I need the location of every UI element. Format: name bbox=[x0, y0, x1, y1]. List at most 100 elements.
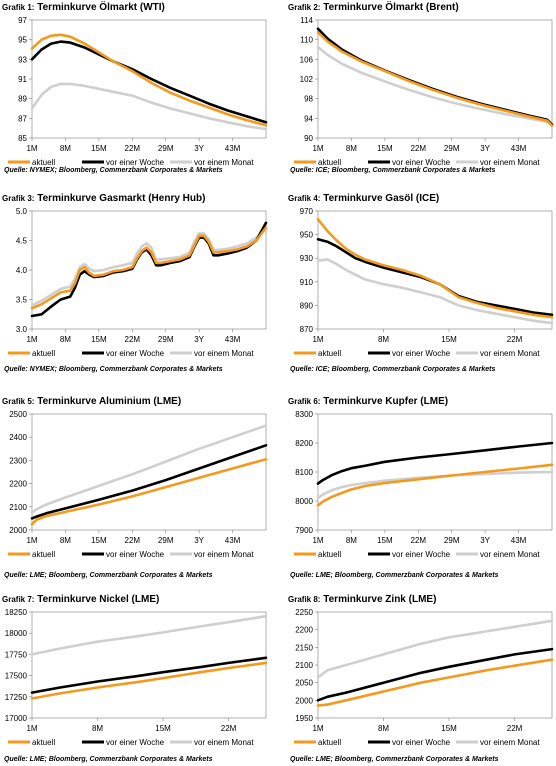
chart-title-text: Terminkurve Aluminium (LME) bbox=[37, 396, 182, 407]
series-line-aktuell bbox=[30, 226, 268, 310]
y-tick-label: 95 bbox=[18, 36, 27, 45]
legend-label: aktuell bbox=[32, 349, 55, 358]
x-tick-label: 3Y bbox=[480, 536, 490, 545]
x-tick-label: 15M bbox=[91, 335, 107, 344]
chart-title: Grafik 3: Terminkurve Gasmarkt (Henry Hu… bbox=[2, 193, 205, 204]
y-tick-label: 18250 bbox=[5, 608, 28, 617]
x-tick-label: 43M bbox=[225, 536, 241, 545]
x-tick-label: 8M bbox=[346, 144, 357, 153]
y-tick-label: 2100 bbox=[9, 503, 27, 512]
legend-label: vor einem Monat bbox=[480, 349, 540, 358]
plot-frame bbox=[317, 19, 553, 139]
series-line-woche bbox=[30, 221, 268, 318]
chart-7: 17000 17250 17500 17750 18000 18250 1M 8M 15M 22M… bbox=[5, 608, 268, 747]
x-tick-label: 3Y bbox=[480, 144, 490, 153]
x-tick-label: 29M bbox=[158, 144, 174, 153]
legend-label: aktuell bbox=[318, 349, 341, 358]
chart-source: Quelle: LME; Bloomberg, Commerzbank Corp… bbox=[4, 572, 213, 579]
chart-number: Grafik 2: bbox=[288, 3, 321, 12]
y-tick-label: 94 bbox=[304, 114, 313, 123]
chart-source: Quelle: NYMEX; Bloomberg, Commerzbank Co… bbox=[4, 366, 223, 373]
legend-label: vor einem Monat bbox=[194, 158, 254, 167]
chart-title: Grafik 1: Terminkurve Ölmarkt (WTI) bbox=[2, 2, 165, 13]
x-tick-label: 8M bbox=[60, 144, 71, 153]
chart-2: 90 94 98 102 106 110 114 1M 8M 15M 22M 29M 3Y 43M aktu… bbox=[294, 16, 554, 167]
chart-source: Quelle: LME; Bloomberg, Commerzbank Corp… bbox=[290, 572, 499, 579]
chart-title-text: Terminkurve Nickel (LME) bbox=[37, 594, 160, 605]
x-tick-label: 29M bbox=[444, 144, 460, 153]
y-tick-label: 8200 bbox=[295, 439, 313, 448]
chart-source: Quelle: LME; Bloomberg, Commerzbank Corp… bbox=[290, 756, 499, 763]
x-tick-label: 22M bbox=[125, 335, 141, 344]
y-tick-label: 870 bbox=[300, 325, 314, 334]
y-tick-label: 91 bbox=[18, 75, 27, 84]
x-tick-label: 1M bbox=[312, 335, 323, 344]
chart-4: 870 890 910 930 950 970 1M 8M 15M 22M aktuell vor e… bbox=[294, 207, 554, 358]
y-tick-label: 89 bbox=[18, 95, 27, 104]
y-tick-label: 2250 bbox=[295, 608, 313, 617]
x-tick-label: 8M bbox=[346, 536, 357, 545]
legend-label: vor einer Woche bbox=[392, 158, 451, 167]
y-tick-label: 114 bbox=[300, 16, 313, 25]
series-line-woche bbox=[316, 441, 554, 485]
legend-label: vor einem Monat bbox=[480, 158, 540, 167]
chart-title-text: Terminkurve Ölmarkt (WTI) bbox=[37, 2, 165, 13]
y-tick-label: 18000 bbox=[5, 629, 28, 638]
x-tick-label: 8M bbox=[60, 536, 71, 545]
legend-label: aktuell bbox=[318, 158, 341, 167]
x-tick-label: 22M bbox=[221, 724, 237, 733]
series-line-monat bbox=[30, 82, 268, 131]
y-tick-label: 90 bbox=[304, 134, 313, 143]
chart-title: Grafik 8: Terminkurve Zink (LME) bbox=[288, 594, 436, 605]
legend-label: vor einer Woche bbox=[392, 550, 451, 559]
chart-title-text: Terminkurve Kupfer (LME) bbox=[323, 396, 449, 407]
legend-label: aktuell bbox=[318, 738, 341, 747]
x-tick-label: 15M bbox=[441, 724, 457, 733]
chart-title-text: Terminkurve Gasmarkt (Henry Hub) bbox=[37, 193, 206, 204]
x-tick-label: 15M bbox=[155, 724, 171, 733]
y-tick-label: 2050 bbox=[295, 679, 313, 688]
x-tick-label: 8M bbox=[378, 724, 389, 733]
chart-number: Grafik 7: bbox=[2, 595, 35, 604]
y-tick-label: 8000 bbox=[295, 497, 313, 506]
legend-label: vor einer Woche bbox=[106, 158, 165, 167]
x-tick-label: 8M bbox=[60, 335, 71, 344]
legend-label: vor einem Monat bbox=[480, 738, 540, 747]
x-tick-label: 22M bbox=[125, 144, 141, 153]
y-tick-label: 87 bbox=[18, 114, 27, 123]
series-line-monat bbox=[316, 470, 554, 500]
x-tick-label: 15M bbox=[91, 536, 107, 545]
legend-label: vor einer Woche bbox=[392, 349, 451, 358]
y-tick-label: 2300 bbox=[9, 456, 27, 465]
x-tick-label: 22M bbox=[507, 335, 523, 344]
series-line-monat bbox=[316, 619, 554, 679]
chart-source: Quelle: ICE; Bloomberg, Commerzbank Corp… bbox=[290, 366, 496, 373]
x-tick-label: 1M bbox=[26, 724, 37, 733]
chart-source: Quelle: LME; Bloomberg, Commerzbank Corp… bbox=[4, 756, 213, 763]
plot-frame bbox=[317, 210, 553, 330]
x-tick-label: 8M bbox=[92, 724, 103, 733]
x-tick-label: 3Y bbox=[194, 144, 204, 153]
x-tick-label: 1M bbox=[26, 144, 37, 153]
x-tick-label: 43M bbox=[511, 536, 527, 545]
y-tick-label: 2000 bbox=[9, 526, 27, 535]
x-tick-label: 1M bbox=[312, 536, 323, 545]
series-line-monat bbox=[30, 614, 268, 656]
y-tick-label: 2200 bbox=[295, 626, 313, 635]
x-tick-label: 8M bbox=[378, 335, 389, 344]
series-line-woche bbox=[30, 443, 268, 520]
legend-label: vor einem Monat bbox=[194, 349, 254, 358]
chart-number: Grafik 1: bbox=[2, 3, 35, 12]
y-tick-label: 1950 bbox=[295, 714, 313, 723]
y-tick-label: 4.0 bbox=[16, 266, 28, 275]
legend-label: vor einem Monat bbox=[194, 738, 254, 747]
x-tick-label: 15M bbox=[91, 144, 107, 153]
x-tick-label: 15M bbox=[441, 335, 457, 344]
y-tick-label: 85 bbox=[18, 134, 27, 143]
y-tick-label: 8300 bbox=[295, 410, 313, 419]
x-tick-label: 1M bbox=[26, 536, 37, 545]
legend-label: aktuell bbox=[32, 158, 55, 167]
series-line-aktuell bbox=[30, 661, 268, 700]
y-tick-label: 2150 bbox=[295, 643, 313, 652]
y-tick-label: 4.5 bbox=[16, 237, 28, 246]
